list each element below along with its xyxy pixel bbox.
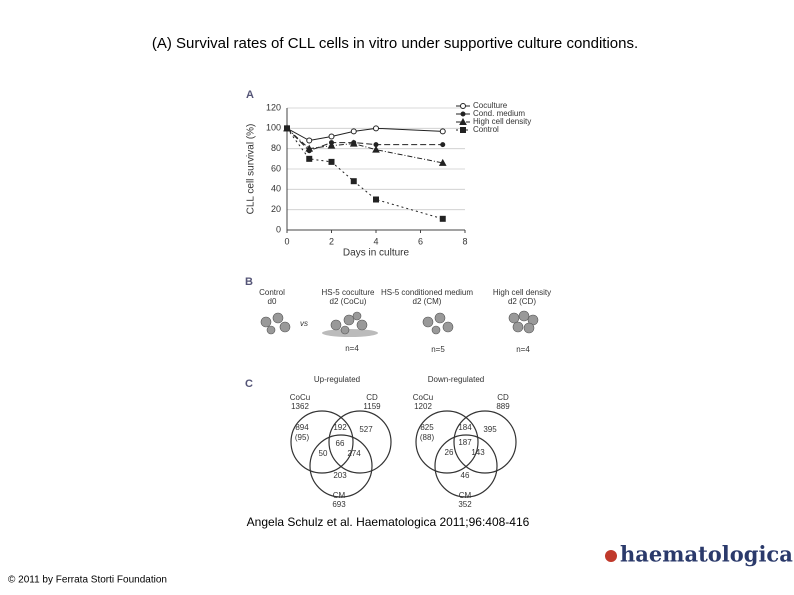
panel-label: A [246, 89, 254, 101]
y-tick-label: 80 [271, 143, 281, 153]
y-tick-label: 100 [266, 123, 281, 133]
region-count: (95) [295, 433, 310, 442]
group-label: Control [259, 288, 285, 297]
y-tick-label: 0 [276, 224, 281, 234]
series-line [286, 127, 443, 152]
region-count: 143 [471, 448, 485, 457]
marker [459, 117, 467, 125]
marker [372, 145, 380, 153]
x-tick-label: 8 [462, 236, 467, 246]
region-count: 203 [333, 471, 347, 480]
region-count: 192 [333, 423, 347, 432]
set-count: 889 [496, 402, 510, 411]
cell-illustrations [260, 310, 539, 337]
venn-diagram: Down-regulated CoCu 1202 CD 889 CM 352 8… [413, 375, 517, 509]
x-tick-label: 0 [284, 236, 289, 246]
region-count: 395 [483, 425, 497, 434]
marker [284, 125, 290, 132]
group-label: HS-5 conditioned medium [381, 288, 473, 297]
n-label: n=4 [516, 345, 530, 354]
set-name: CoCu [290, 393, 310, 402]
marker [350, 178, 357, 185]
series-line [286, 128, 443, 220]
region-count: 46 [461, 471, 470, 480]
set-count: 1202 [414, 402, 432, 411]
x-tick-label: 6 [418, 236, 423, 246]
group-label: HS-5 coculture [322, 288, 375, 297]
logo-mark [605, 550, 617, 562]
legend-label: Coculture [473, 101, 508, 110]
marker [350, 128, 357, 135]
region-count: 187 [458, 438, 472, 447]
n-label: n=5 [431, 345, 445, 354]
panel-label: C [245, 378, 253, 390]
marker [439, 128, 446, 135]
group-label: High cell density [493, 288, 551, 297]
region-count: 66 [336, 439, 345, 448]
panel-label: B [245, 276, 253, 288]
marker [439, 215, 446, 222]
group-label: d2 (CD) [508, 297, 536, 306]
n-label: n=4 [345, 344, 359, 353]
marker [306, 137, 313, 144]
venn-title: Up-regulated [314, 375, 360, 384]
set-count: 352 [458, 500, 472, 509]
y-tick-label: 120 [266, 102, 281, 112]
set-name: CM [459, 491, 472, 500]
legend-label: Cond. medium [473, 109, 525, 118]
marker [327, 141, 336, 149]
marker [438, 158, 447, 166]
group-label: d0 [268, 297, 277, 306]
region-count: (88) [420, 433, 435, 442]
marker [440, 142, 446, 148]
logo: haematologica [620, 542, 793, 567]
y-axis-label: CLL cell survival (%) [246, 124, 257, 215]
set-name: CoCu [413, 393, 433, 402]
marker [328, 158, 335, 165]
marker [460, 103, 466, 109]
marker [460, 127, 466, 133]
set-name: CD [366, 393, 378, 402]
x-axis-label: Days in culture [343, 248, 410, 259]
region-count: 894 [295, 423, 309, 432]
set-name: CM [333, 491, 346, 500]
vs-label: vs [300, 319, 308, 328]
y-tick-label: 60 [271, 163, 281, 173]
marker [460, 111, 466, 117]
marker [349, 139, 358, 147]
y-tick-label: 40 [271, 184, 281, 194]
line-chart: 0 20 40 60 80 100 120 0 2 4 6 8 Days in culture CLL c… [246, 101, 532, 259]
x-tick-label: 2 [329, 236, 334, 246]
y-tick-label: 20 [271, 204, 281, 214]
region-count: 50 [319, 449, 328, 458]
x-tick-label: 4 [373, 236, 378, 246]
set-count: 1159 [363, 402, 381, 411]
group-label: d2 (CoCu) [330, 297, 367, 306]
region-count: 274 [347, 449, 361, 458]
set-count: 693 [332, 500, 346, 509]
series-line [286, 127, 443, 164]
marker [305, 144, 314, 152]
marker [328, 133, 335, 140]
set-count: 1362 [291, 402, 309, 411]
legend-label: Control [473, 125, 499, 134]
legend-label: High cell density [473, 117, 531, 126]
marker [373, 125, 379, 132]
marker [306, 155, 313, 162]
group-label: d2 (CM) [413, 297, 442, 306]
venn-diagram: Up-regulated CoCu 1362 CD 1159 CM 693 89… [290, 375, 392, 509]
region-count: 825 [420, 423, 434, 432]
set-name: CD [497, 393, 509, 402]
copyright: © 2011 by Ferrata Storti Foundation [8, 575, 167, 586]
citation: Angela Schulz et al. Haematologica 2011;… [247, 515, 530, 529]
slide-title: (A) Survival rates of CLL cells in vitro… [152, 35, 638, 52]
marker [373, 196, 379, 203]
region-count: 184 [458, 423, 472, 432]
region-count: 527 [359, 425, 373, 434]
region-count: 26 [445, 448, 454, 457]
venn-title: Down-regulated [428, 375, 484, 384]
series-line [286, 127, 443, 142]
